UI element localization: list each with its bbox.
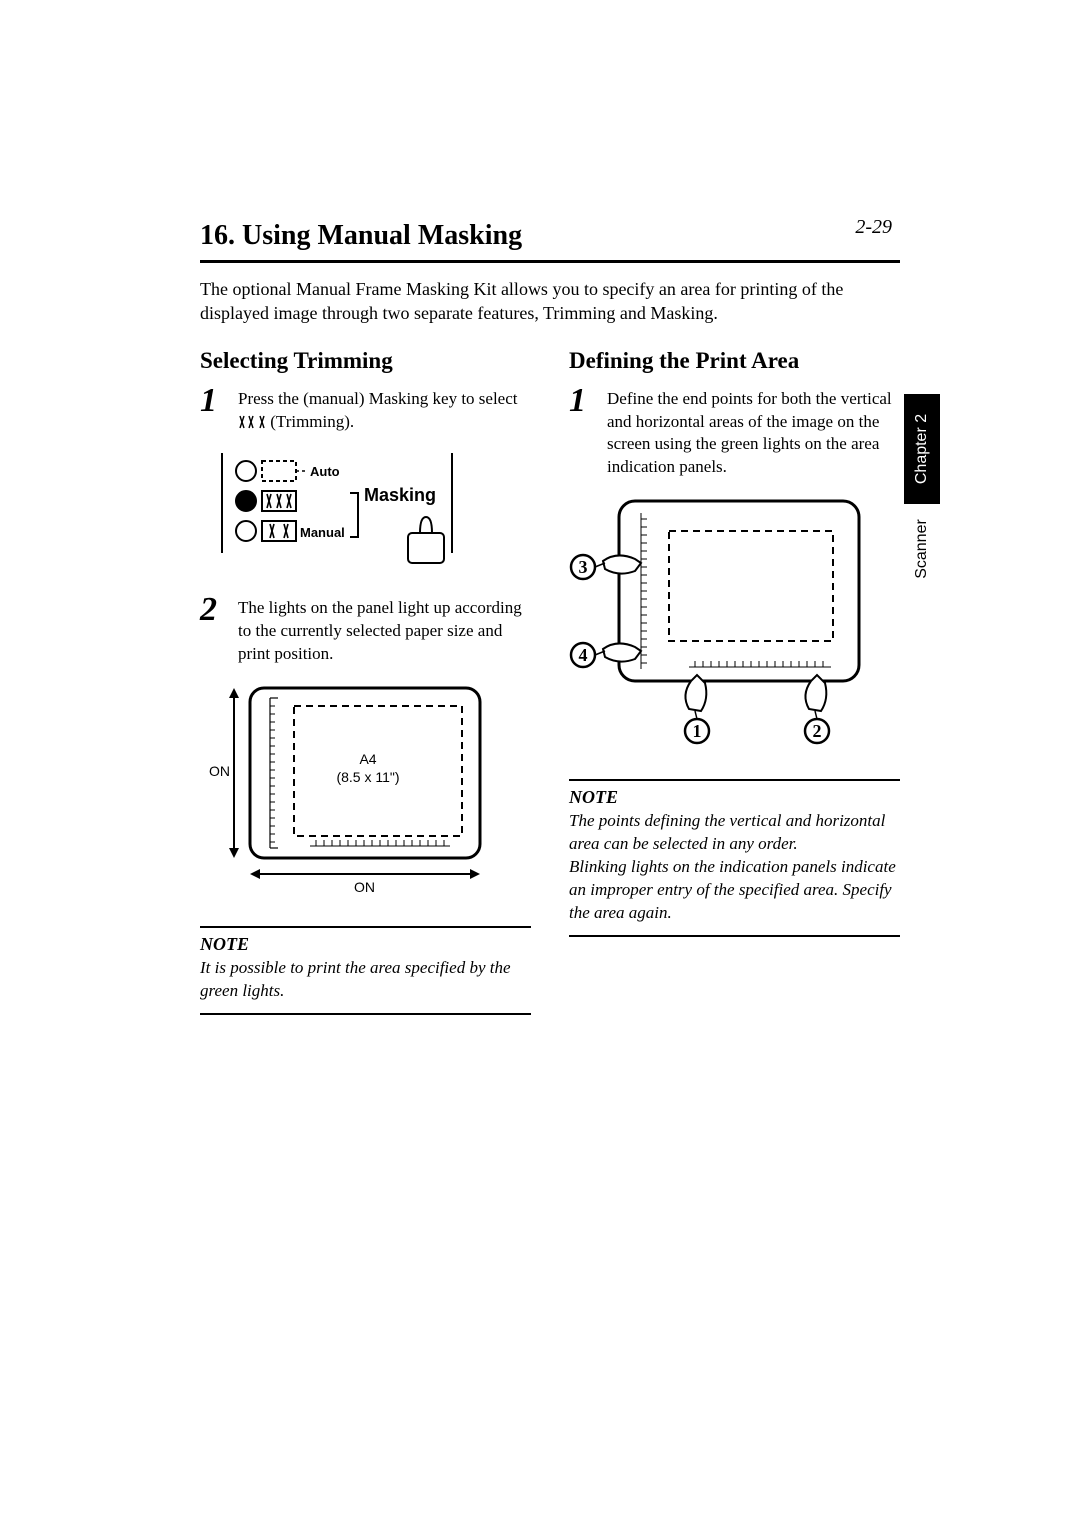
step-text: Press the (manual) Masking key to select…: [238, 384, 531, 434]
panel-lights-figure: ON ON A4 (8.5 x 11"): [200, 678, 500, 898]
auto-label: Auto: [310, 464, 340, 479]
right-heading: Defining the Print Area: [569, 348, 900, 374]
paper-a4-label: A4: [359, 751, 376, 767]
marker-2: 2: [813, 721, 822, 741]
step-text: Define the end points for both the verti…: [607, 384, 900, 480]
right-note: NOTE The points defining the vertical an…: [569, 779, 900, 937]
masking-label: Masking: [364, 485, 436, 505]
left-heading: Selecting Trimming: [200, 348, 531, 374]
print-area-figure: 3 4 1 2: [569, 491, 879, 751]
note-title: NOTE: [200, 934, 531, 955]
marker-3: 3: [579, 557, 588, 577]
step1-text-pre: Press the (manual) Masking key to select: [238, 389, 518, 408]
step-number: 1: [569, 384, 595, 418]
hand-icon: [603, 556, 641, 574]
trimming-icon: [238, 414, 266, 430]
marker-1: 1: [693, 721, 702, 741]
marker-4: 4: [579, 645, 588, 665]
chapter-tab-label: Chapter 2: [913, 414, 931, 484]
note-body-2: Blinking lights on the indication panels…: [569, 856, 900, 925]
intro-paragraph: The optional Manual Frame Masking Kit al…: [200, 277, 900, 326]
step-number: 2: [200, 593, 226, 627]
right-column: Defining the Print Area 1 Define the end…: [569, 348, 900, 1016]
side-tab: Chapter 2 Scanner: [904, 394, 940, 604]
step1-text-post: (Trimming).: [266, 412, 354, 431]
section-title: 16. Using Manual Masking: [200, 220, 900, 263]
masking-key-figure: Auto Manual Masking: [200, 445, 490, 575]
hand-icon: [603, 644, 641, 662]
on-bottom-label: ON: [354, 879, 375, 895]
right-step-1: 1 Define the end points for both the ver…: [569, 384, 900, 480]
left-column: Selecting Trimming 1 Press the (manual) …: [200, 348, 531, 1016]
page-number: 2-29: [855, 216, 892, 239]
paper-size-label: (8.5 x 11"): [336, 769, 399, 785]
left-step-1: 1 Press the (manual) Masking key to sele…: [200, 384, 531, 434]
left-note: NOTE It is possible to print the area sp…: [200, 926, 531, 1015]
left-step-2: 2 The lights on the panel light up accor…: [200, 593, 531, 666]
on-left-label: ON: [209, 763, 230, 779]
chapter-tab: Chapter 2: [904, 394, 940, 504]
note-title: NOTE: [569, 787, 900, 808]
note-body: It is possible to print the area specifi…: [200, 957, 531, 1003]
scanner-tab: Scanner: [904, 504, 940, 594]
manual-label: Manual: [300, 525, 345, 540]
step-text: The lights on the panel light up accordi…: [238, 593, 531, 666]
scanner-tab-label: Scanner: [913, 519, 931, 579]
note-body-1: The points defining the vertical and hor…: [569, 810, 900, 856]
step-number: 1: [200, 384, 226, 418]
